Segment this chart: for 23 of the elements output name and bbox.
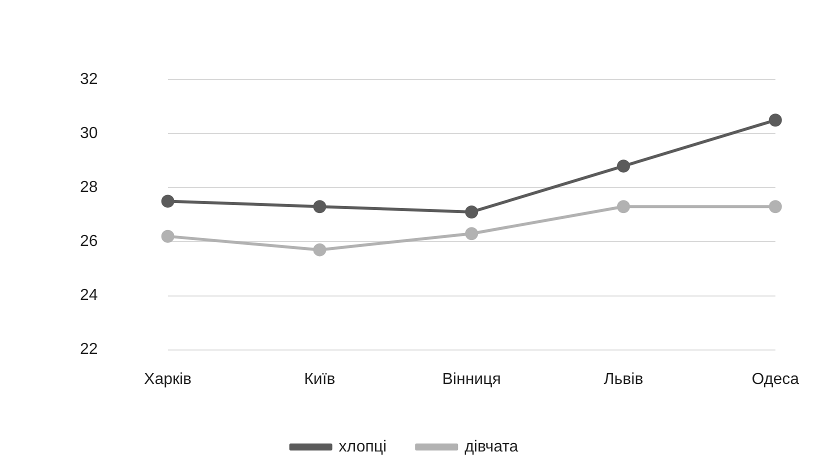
legend-label: хлопці	[338, 438, 387, 456]
x-tick-label: Харків	[144, 370, 192, 388]
point	[465, 227, 478, 240]
point	[768, 200, 782, 214]
x-tick-label: Львів	[604, 370, 644, 388]
point	[161, 194, 174, 208]
point	[768, 114, 782, 127]
point	[313, 243, 326, 256]
y-tick-label: 30	[80, 125, 98, 142]
point	[161, 230, 174, 243]
y-tick-label: 22	[80, 341, 98, 358]
x-tick-label: Одеса	[752, 370, 800, 388]
point	[313, 200, 326, 214]
x-tick-label: Київ	[304, 370, 336, 388]
y-tick-label: 24	[80, 287, 98, 304]
point	[616, 160, 630, 173]
point	[465, 206, 478, 218]
legend-label: дівчата	[464, 438, 518, 456]
point	[616, 200, 630, 214]
x-tick-label: Вінниця	[442, 370, 501, 388]
y-tick-label: 26	[80, 233, 98, 250]
y-tick-label: 32	[80, 71, 98, 88]
y-tick-label: 28	[80, 179, 98, 196]
